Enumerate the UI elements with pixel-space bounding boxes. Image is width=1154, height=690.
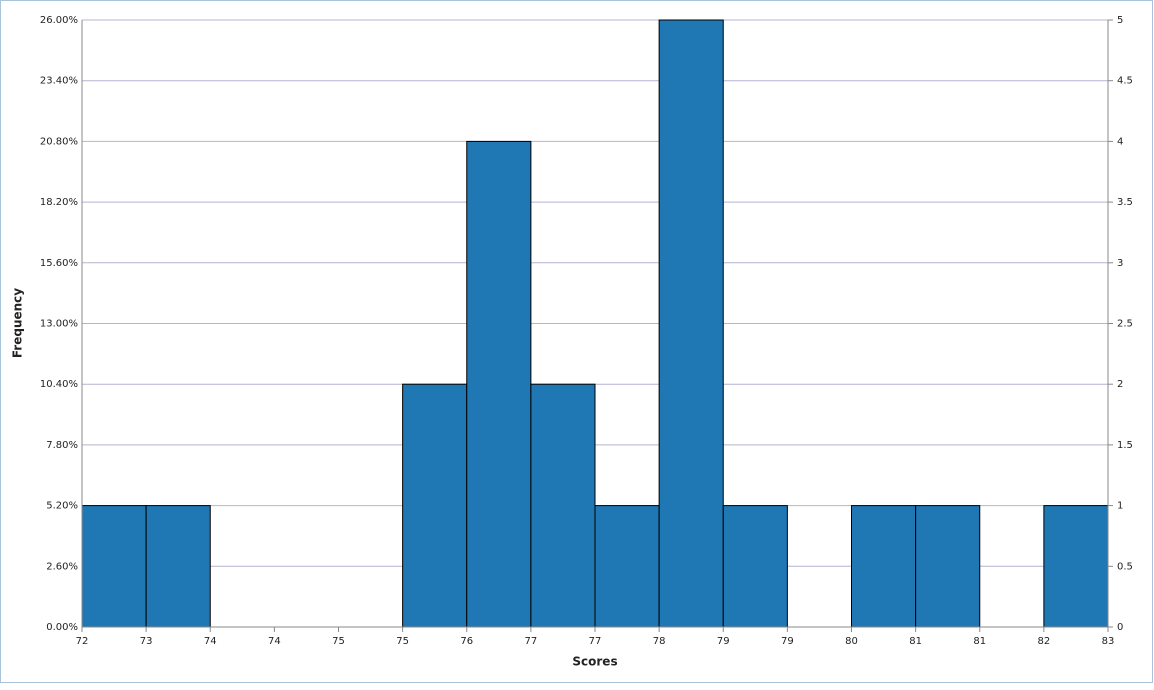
y2-tick-label: 3.5 [1117,197,1133,208]
y2-tick-label: 0 [1117,622,1123,633]
y-tick-label: 7.80% [46,440,78,451]
bar [402,383,468,628]
bar [145,505,211,628]
y-tick-label: 18.20% [40,197,78,208]
y-tick-label: 0.00% [46,622,78,633]
y2-tick-label: 3 [1117,258,1123,269]
y-tick-label: 10.40% [40,379,78,390]
x-tick-label: 80 [845,636,858,647]
y2-tick-label: 4.5 [1117,76,1133,87]
y2-tick-label: 2.5 [1117,319,1133,330]
x-tick-label: 81 [909,636,922,647]
x-tick-label: 72 [76,636,89,647]
x-tick-label: 77 [589,636,602,647]
x-tick-label: 81 [973,636,986,647]
y-tick-label: 15.60% [40,258,78,269]
x-tick-label: 75 [396,636,409,647]
y2-tick-label: 5 [1117,15,1123,26]
x-tick-label: 77 [525,636,538,647]
bar [594,505,660,628]
x-tick-label: 74 [268,636,281,647]
y2-tick-label: 1.5 [1117,440,1133,451]
bar [81,505,147,628]
y-tick-label: 5.20% [46,501,78,512]
x-tick-label: 76 [460,636,473,647]
y-axis-title: Frequency [11,288,25,358]
x-axis-title: Scores [572,655,617,669]
bar [530,383,596,628]
y-tick-label: 2.60% [46,561,78,572]
x-tick-label: 82 [1038,636,1051,647]
y2-tick-label: 0.5 [1117,561,1133,572]
bar [466,140,532,628]
bar [851,505,917,628]
bar [722,505,788,628]
y-tick-label: 26.00% [40,15,78,26]
x-tick-label: 78 [653,636,666,647]
x-tick-label: 83 [1102,636,1115,647]
x-tick-label: 79 [781,636,794,647]
y2-tick-label: 1 [1117,501,1123,512]
bar [658,19,724,628]
y-tick-label: 20.80% [40,136,78,147]
y2-tick-label: 2 [1117,379,1123,390]
bar [915,505,981,628]
x-tick-label: 74 [204,636,217,647]
bar [1043,505,1109,628]
y2-tick-label: 4 [1117,136,1123,147]
x-tick-label: 75 [332,636,345,647]
y-tick-label: 23.40% [40,76,78,87]
x-tick-label: 79 [717,636,730,647]
y-tick-label: 13.00% [40,319,78,330]
x-tick-label: 73 [140,636,153,647]
